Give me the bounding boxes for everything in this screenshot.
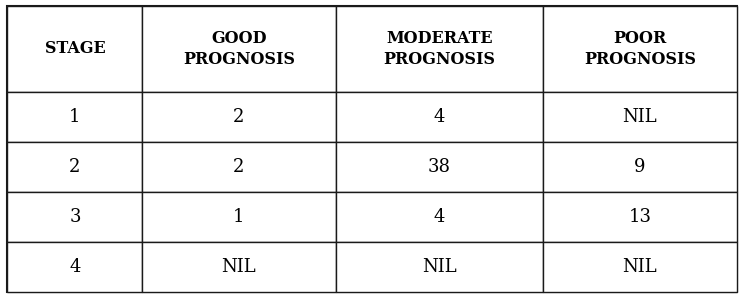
Text: NIL: NIL <box>623 108 657 126</box>
Bar <box>7 6 142 92</box>
Text: 4: 4 <box>434 208 445 226</box>
Bar <box>543 192 737 242</box>
Text: GOOD
PROGNOSIS: GOOD PROGNOSIS <box>183 30 295 68</box>
Bar <box>543 142 737 192</box>
Bar <box>7 242 142 292</box>
Bar <box>543 6 737 92</box>
Text: 2: 2 <box>69 158 80 176</box>
Bar <box>142 6 336 92</box>
Bar <box>142 92 336 142</box>
Text: 38: 38 <box>428 158 451 176</box>
Bar <box>7 192 142 242</box>
Text: 9: 9 <box>634 158 646 176</box>
Text: 3: 3 <box>69 208 80 226</box>
Bar <box>7 92 142 142</box>
Text: 4: 4 <box>434 108 445 126</box>
Bar <box>336 142 543 192</box>
Bar <box>7 142 142 192</box>
Text: 1: 1 <box>233 208 245 226</box>
Text: NIL: NIL <box>422 258 457 276</box>
Bar <box>336 242 543 292</box>
Bar <box>336 6 543 92</box>
Bar <box>543 242 737 292</box>
Text: 13: 13 <box>629 208 652 226</box>
Text: MODERATE
PROGNOSIS: MODERATE PROGNOSIS <box>383 30 496 68</box>
Text: 2: 2 <box>234 108 245 126</box>
Bar <box>142 242 336 292</box>
Text: POOR
PROGNOSIS: POOR PROGNOSIS <box>584 30 696 68</box>
Text: NIL: NIL <box>222 258 256 276</box>
Bar <box>336 92 543 142</box>
Text: 2: 2 <box>234 158 245 176</box>
Text: NIL: NIL <box>623 258 657 276</box>
Text: 4: 4 <box>69 258 80 276</box>
Text: STAGE: STAGE <box>45 40 105 58</box>
Bar <box>142 142 336 192</box>
Bar <box>336 192 543 242</box>
Bar <box>543 92 737 142</box>
Text: 1: 1 <box>69 108 80 126</box>
Bar <box>142 192 336 242</box>
